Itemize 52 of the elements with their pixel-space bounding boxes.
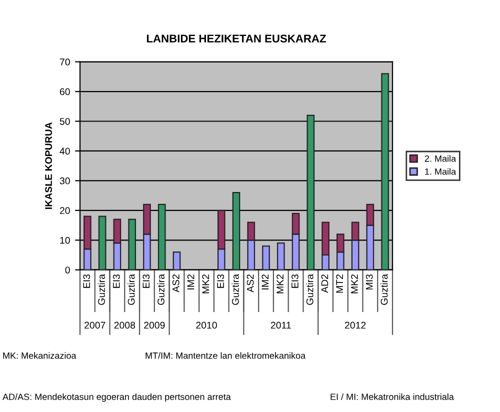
bar xyxy=(98,216,106,270)
bar xyxy=(232,192,240,270)
text: EI / MI: Mekatronika industriala xyxy=(330,393,454,400)
x-tick-label: Guztira xyxy=(157,274,164,305)
x-tick-label: EI3 xyxy=(292,274,298,288)
bar xyxy=(158,204,166,270)
x-tick-label: MK2 xyxy=(276,274,284,294)
bar xyxy=(381,73,389,270)
x-tick-label: AS2 xyxy=(246,274,254,292)
text: MK: Mekanizazioa xyxy=(3,352,76,359)
bar xyxy=(276,242,285,270)
bar xyxy=(128,218,136,270)
y-tick-label: 20 xyxy=(60,207,70,214)
text: AD/AS: Mendekotasun egoeran dauden pertsonen arreta xyxy=(2,393,231,402)
text: 2012 xyxy=(344,322,366,329)
text: 2010 xyxy=(196,322,217,329)
chart-title: LANBIDE HEZIKETAN EUSKARAZ xyxy=(146,34,326,42)
x-tick-label: Guztira xyxy=(128,274,135,305)
y-tick-label: 70 xyxy=(60,58,70,66)
x-tick-label: EI3 xyxy=(83,274,90,288)
y-tick-label: 30 xyxy=(60,177,70,184)
y-tick-label: 50 xyxy=(60,118,70,125)
x-tick-label: EI3 xyxy=(112,274,120,288)
legend-label: 2. Maila xyxy=(424,155,456,162)
x-tick-label: IM2 xyxy=(187,274,194,290)
x-tick-label: MT2 xyxy=(336,274,343,293)
x-tick-label: Guztira xyxy=(380,274,388,305)
y-tick-label: 40 xyxy=(60,148,70,155)
y-tick-label: 60 xyxy=(60,88,70,96)
legend-label: 1. Maila xyxy=(425,168,456,175)
x-tick-label: AS2 xyxy=(172,274,180,292)
text: MT/IM: Mantentze lan elektromekanikoa xyxy=(146,352,306,359)
text: 2008 xyxy=(114,322,136,329)
x-tick-label: MK2 xyxy=(202,274,209,294)
x-tick-label: MK2 xyxy=(351,274,358,294)
x-tick-label: Guztira xyxy=(98,274,105,305)
x-tick-label: EI3 xyxy=(142,274,150,288)
bar xyxy=(172,251,181,270)
text: 2011 xyxy=(270,322,291,329)
x-tick-label: IM2 xyxy=(262,274,269,290)
y-axis-title: IKASLE KOPURUA xyxy=(45,122,52,209)
x-tick-label: AD2 xyxy=(321,274,328,293)
bar xyxy=(262,246,270,270)
x-tick-label: EI3 xyxy=(217,274,224,288)
text: 2009 xyxy=(144,322,165,329)
x-tick-label: Guztira xyxy=(306,274,314,305)
bar xyxy=(306,114,315,270)
x-tick-label: MI3 xyxy=(366,274,373,290)
x-tick-label: Guztira xyxy=(232,274,239,305)
y-tick-label: 0 xyxy=(65,266,70,274)
y-tick-label: 10 xyxy=(60,236,70,244)
text: 2007 xyxy=(84,322,106,329)
